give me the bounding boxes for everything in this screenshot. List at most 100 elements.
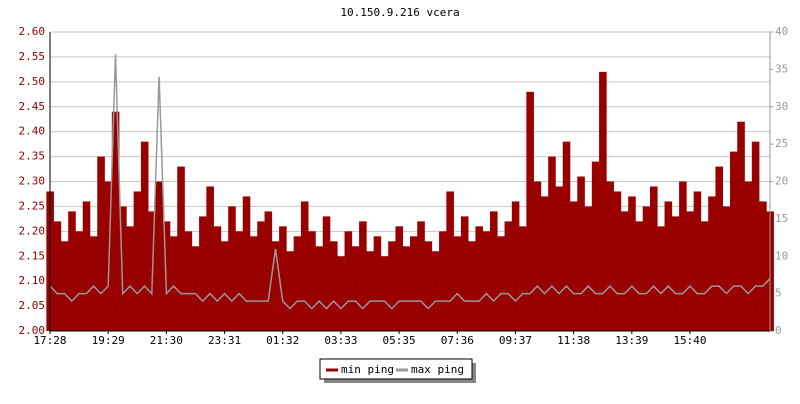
area-bar (606, 181, 614, 331)
area-bar (715, 166, 724, 331)
legend-label: min ping (341, 363, 394, 376)
area-bar (650, 186, 658, 331)
y-tick-label: 2.30 (19, 175, 46, 188)
area-bar (635, 221, 644, 331)
x-tick-label: 17:28 (33, 334, 66, 347)
y-tick-label: 2.15 (19, 249, 46, 262)
area-bar (111, 111, 120, 331)
area-bar (533, 181, 542, 331)
legend-label: max ping (411, 363, 464, 376)
area-bar (140, 141, 149, 331)
area-bar (497, 236, 505, 331)
y-tick-label: 2.55 (19, 50, 46, 63)
area-bar (373, 236, 382, 331)
y2-tick-label: 15 (775, 212, 788, 225)
area-bar (446, 191, 454, 331)
series-line (49, 54, 771, 310)
area-bar (351, 246, 360, 331)
y-tick-label: 2.20 (19, 224, 46, 237)
area-bar (511, 201, 520, 331)
area-bar (177, 166, 185, 331)
area-bar (293, 236, 302, 331)
y2-tick-label: 10 (775, 249, 788, 262)
area-bar (257, 221, 265, 331)
y-tick-label: 2.25 (19, 199, 46, 212)
area-bar (213, 226, 222, 331)
area-bar (206, 186, 214, 331)
area-bar (744, 181, 753, 331)
area-bar (184, 231, 193, 331)
area-bar (395, 226, 404, 331)
area-bar (460, 216, 469, 331)
area-bar (191, 246, 200, 331)
area-bar (693, 191, 702, 331)
area-bar (562, 141, 571, 331)
area-bar (548, 156, 556, 331)
area-bar (679, 181, 687, 331)
area-bar (68, 211, 76, 331)
area-bar (584, 206, 593, 331)
area-bar (555, 186, 564, 331)
area-bar (526, 91, 534, 331)
area-bar (482, 231, 491, 331)
y-tick-label: 2.40 (19, 125, 46, 138)
y-tick-label: 2.00 (19, 324, 46, 337)
area-bar (344, 231, 353, 331)
area-bar (700, 221, 709, 331)
area-bar (337, 256, 345, 331)
area-bar (468, 241, 476, 331)
x-tick-label: 03:33 (324, 334, 357, 347)
x-tick-label: 07:36 (441, 334, 474, 347)
area-bar (628, 196, 636, 331)
area-bar (671, 216, 680, 331)
area-bar (540, 196, 549, 331)
y-tick-label: 2.10 (19, 274, 46, 287)
y-tick-label: 2.35 (19, 150, 46, 163)
area-bar (570, 201, 578, 331)
area-bar (599, 71, 607, 331)
area-bar (620, 211, 629, 331)
area-bar (730, 151, 738, 331)
x-tick-label: 11:38 (557, 334, 590, 347)
area-bar (330, 241, 338, 331)
area-bar (686, 211, 694, 331)
area-bar (453, 236, 462, 331)
area-bar (315, 246, 324, 331)
y2-tick-label: 25 (775, 137, 788, 150)
area-bar (591, 161, 600, 331)
area-bar (519, 226, 527, 331)
y2-tick-label: 35 (775, 62, 788, 75)
area-bar (308, 231, 316, 331)
area-bar (417, 221, 425, 331)
x-tick-label: 05:35 (383, 334, 416, 347)
area-bar (82, 201, 91, 331)
area-bar (657, 226, 665, 331)
area-bar (642, 206, 651, 331)
area-bar (126, 226, 134, 331)
area-bar (380, 256, 389, 331)
area-bar (170, 236, 178, 331)
area-bar (439, 231, 447, 331)
y2-tick-label: 0 (775, 324, 782, 337)
area-bar (322, 216, 331, 331)
area-bar (410, 236, 418, 331)
area-bar (75, 231, 84, 331)
x-tick-label: 21:30 (150, 334, 183, 347)
y-tick-label: 2.05 (19, 299, 46, 312)
area-bar (737, 121, 745, 331)
area-bar (613, 191, 622, 331)
y2-tick-label: 30 (775, 100, 788, 113)
area-bar (90, 236, 98, 331)
area-bar (664, 201, 673, 331)
y-tick-label: 2.60 (19, 25, 46, 38)
area-bar (119, 206, 127, 331)
chart-title: 10.150.9.216 vcera (340, 6, 459, 19)
area-bar (97, 156, 105, 331)
area-bar (271, 241, 280, 331)
area-bar (220, 241, 229, 331)
area-bar (504, 221, 513, 331)
area-bar (431, 251, 440, 331)
x-tick-label: 01:32 (266, 334, 299, 347)
